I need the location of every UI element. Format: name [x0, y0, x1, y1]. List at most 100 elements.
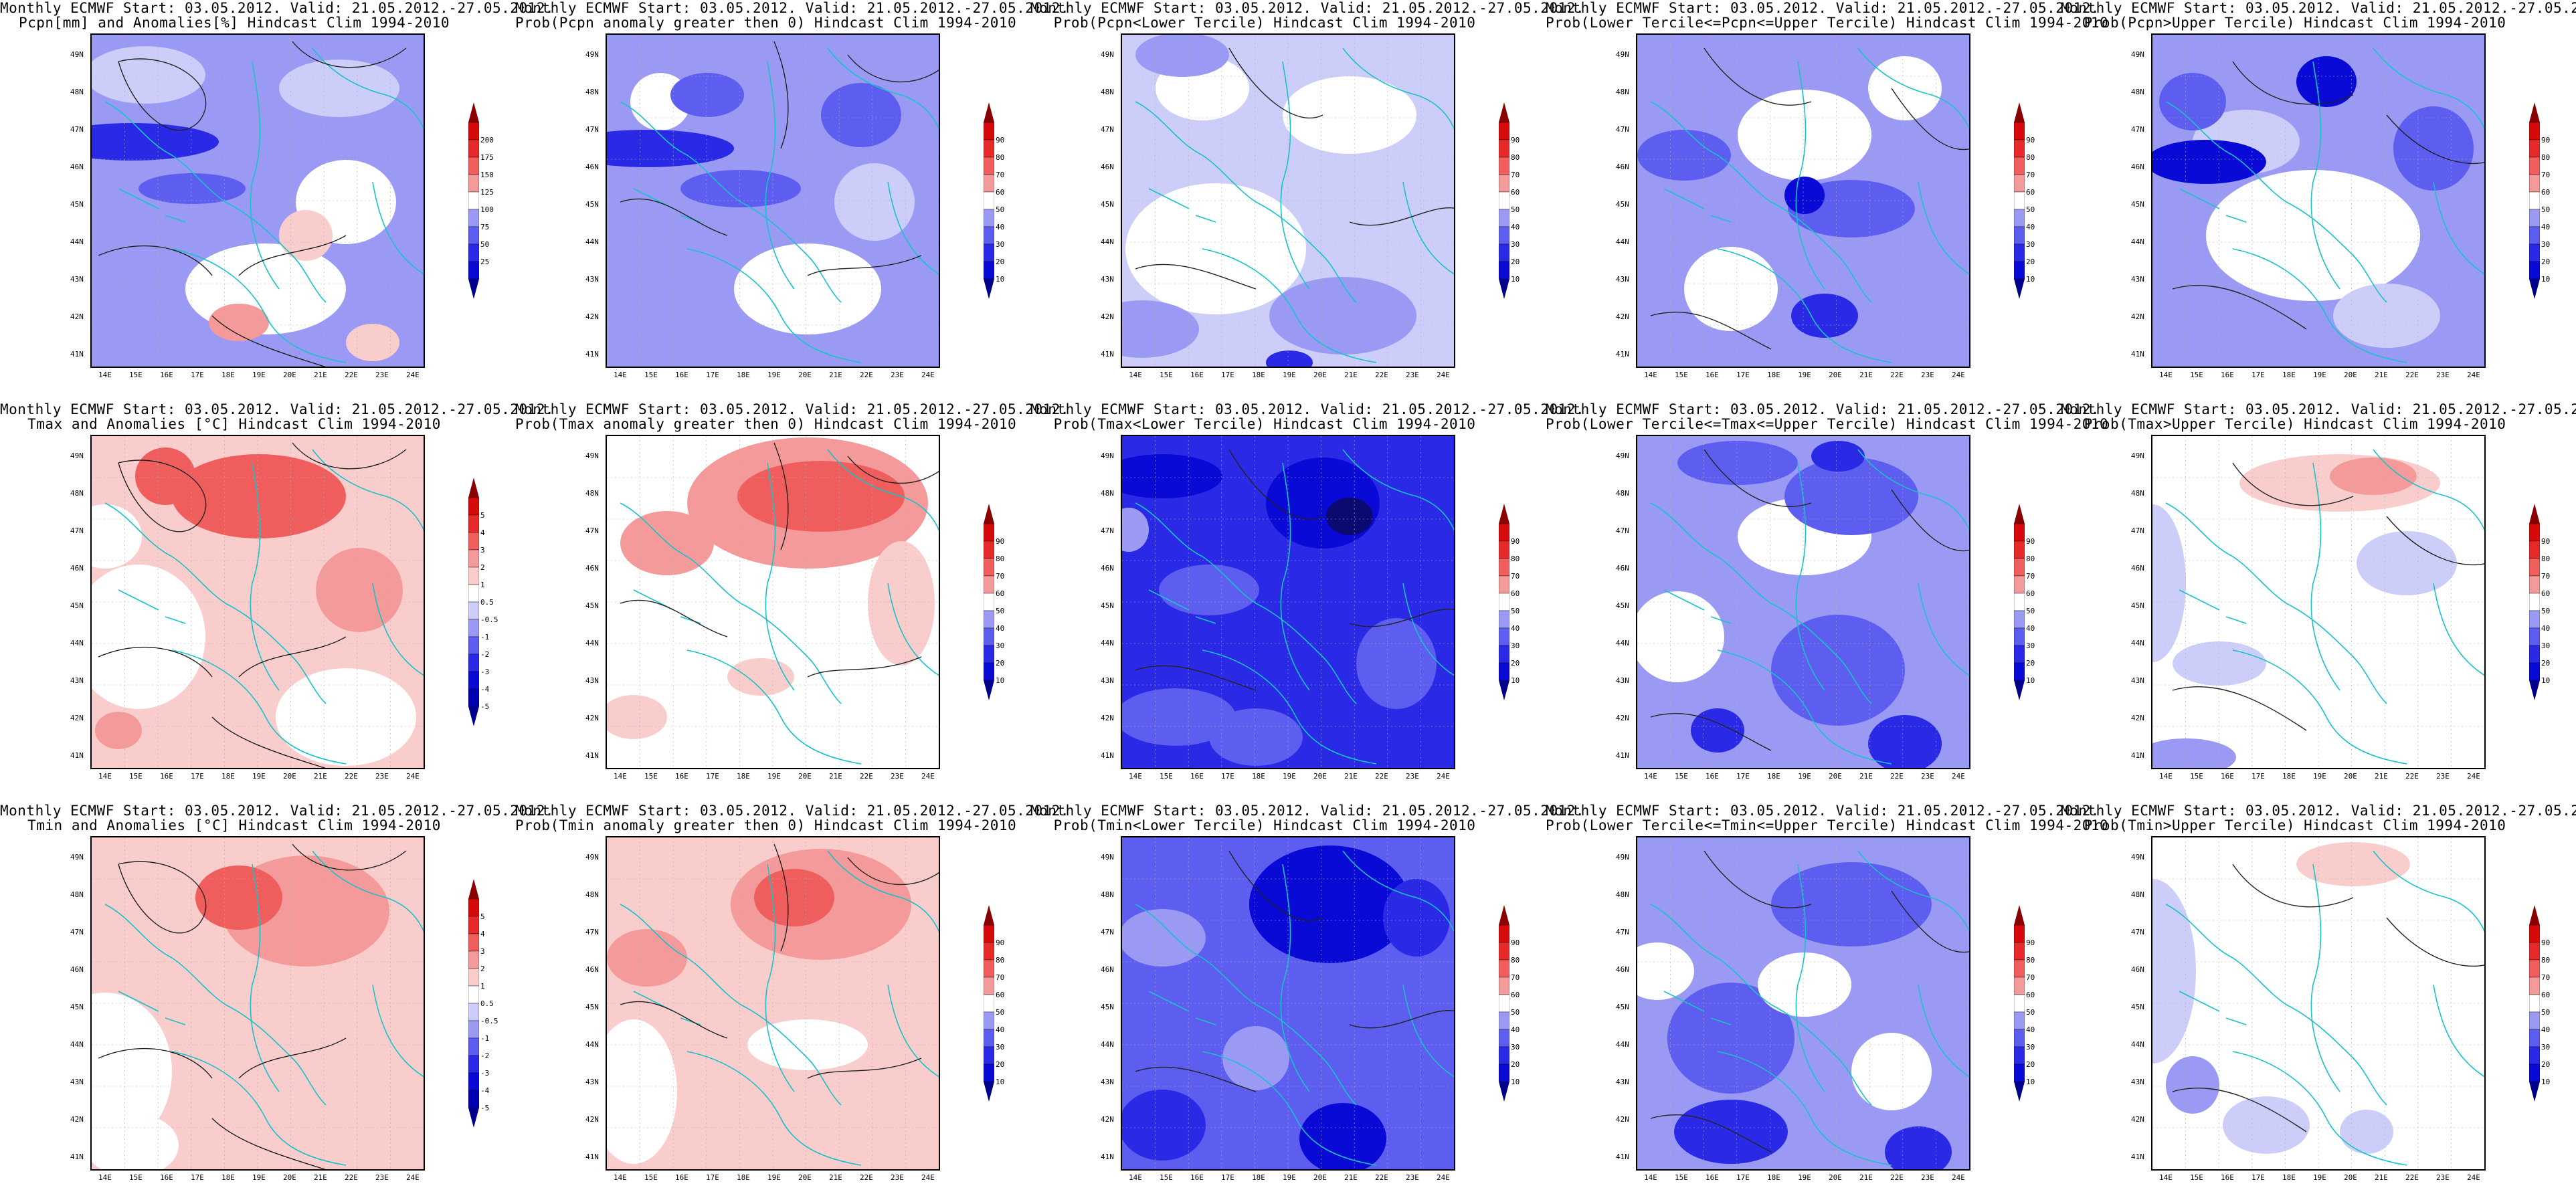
colorbar-segment: [1499, 139, 1509, 158]
colorbar-label: 5: [480, 511, 485, 520]
lon-label: 23E: [1406, 1173, 1419, 1182]
colorbar-segment: [2014, 226, 2025, 245]
colorbar-label: 80: [2026, 555, 2035, 563]
lon-label: 19E: [1798, 371, 1811, 379]
colorbar-label: 50: [2541, 1008, 2551, 1017]
field-region: [1771, 615, 1905, 726]
lon-label: 16E: [675, 1173, 688, 1182]
colorbar-segment: [468, 532, 479, 550]
colorbar-segment: [984, 226, 994, 245]
lat-label: 45N: [1616, 200, 1629, 209]
colorbar-label: 10: [2026, 676, 2035, 685]
colorbar-label: 4: [480, 930, 485, 938]
lon-label: 24E: [2467, 1173, 2480, 1182]
colorbar-segment: [2014, 627, 2025, 646]
colorbar-label: 20: [2541, 659, 2551, 668]
colorbar-label: -1: [480, 633, 490, 641]
lat-label: 42N: [70, 312, 84, 321]
field-region: [279, 210, 333, 261]
colorbar-segment: [468, 1055, 479, 1074]
colorbar-label: 70: [2541, 973, 2551, 982]
colorbar-label: 70: [1511, 973, 1520, 982]
field-region: [1811, 441, 1865, 472]
lat-label: 46N: [70, 163, 84, 171]
colorbar: [2529, 504, 2540, 700]
colorbar-segment: [2014, 575, 2025, 594]
map-panel: Monthly ECMWF Start: 03.05.2012. Valid: …: [1030, 803, 1584, 1204]
colorbar-segment: [2014, 645, 2025, 664]
colorbar-segment: [2529, 662, 2540, 681]
map-field: [1637, 35, 1969, 367]
lon-label: 22E: [860, 1173, 873, 1182]
lat-label: 46N: [1101, 965, 1114, 974]
lon-label: 19E: [767, 1173, 781, 1182]
colorbar-max-arrow: [984, 905, 994, 925]
lat-label: 42N: [1616, 312, 1629, 321]
colorbar-segment: [984, 645, 994, 664]
lon-label: 17E: [191, 772, 204, 781]
lat-label: 49N: [585, 452, 599, 460]
colorbar-label: 200: [480, 136, 494, 144]
colorbar-label: -0.5: [480, 615, 498, 624]
colorbar-segment: [468, 139, 479, 158]
colorbar-segment: [1499, 261, 1509, 280]
lon-label: 18E: [2282, 1173, 2296, 1182]
lon-label: 24E: [1952, 772, 1965, 781]
lon-label: 20E: [1313, 1173, 1327, 1182]
colorbar-segment: [1499, 924, 1509, 943]
colorbar-label: 100: [480, 205, 494, 214]
colorbar-segment: [2014, 523, 2025, 542]
colorbar-label: 50: [996, 1008, 1005, 1017]
lon-label: 20E: [2344, 772, 2357, 781]
colorbar-segment: [1499, 959, 1509, 978]
lon-label: 18E: [1767, 371, 1780, 379]
colorbar-segment: [984, 139, 994, 158]
lat-label: 41N: [2131, 751, 2144, 760]
lat-label: 48N: [1101, 890, 1114, 899]
field-region: [1684, 247, 1778, 331]
colorbar-label: 70: [1511, 171, 1520, 179]
colorbar-label: 80: [996, 153, 1005, 162]
colorbar-segment: [2529, 1046, 2540, 1065]
lon-label: 23E: [1921, 371, 1934, 379]
lat-label: 44N: [585, 639, 599, 647]
colorbar-segment: [2529, 261, 2540, 280]
map-panel: Monthly ECMWF Start: 03.05.2012. Valid: …: [0, 0, 554, 401]
field-region: [2152, 879, 2196, 1064]
colorbar-segment: [1499, 540, 1509, 559]
colorbar-label: 80: [2026, 153, 2035, 162]
colorbar-label: 30: [996, 240, 1005, 249]
colorbar-label: -5: [480, 702, 490, 711]
lon-label: 20E: [798, 1173, 812, 1182]
colorbar-min-arrow: [984, 680, 994, 700]
lon-label: 14E: [614, 371, 627, 379]
map-panel: Monthly ECMWF Start: 03.05.2012. Valid: …: [2061, 401, 2576, 803]
colorbar-segment: [2014, 139, 2025, 158]
lat-label: 42N: [2131, 714, 2144, 722]
lat-label: 42N: [585, 312, 599, 321]
colorbar-segment: [2529, 977, 2540, 995]
lon-label: 16E: [1706, 772, 1719, 781]
lon-label: 16E: [160, 1173, 173, 1182]
field-region: [1691, 708, 1744, 752]
lat-label: 44N: [1101, 639, 1114, 647]
lat-label: 42N: [585, 1115, 599, 1124]
colorbar-segment: [2529, 627, 2540, 646]
lat-label: 44N: [70, 237, 84, 246]
colorbar-label: 10: [2541, 275, 2551, 284]
lon-label: 15E: [644, 772, 658, 781]
lat-label: 48N: [2131, 88, 2144, 96]
colorbar-label: 2: [480, 965, 485, 973]
lon-label: 19E: [1798, 1173, 1811, 1182]
colorbar-label: 40: [1511, 223, 1520, 231]
lat-label: 44N: [1616, 237, 1629, 246]
lat-label: 46N: [1616, 163, 1629, 171]
colorbar-label: 80: [1511, 956, 1520, 965]
lon-label: 16E: [160, 371, 173, 379]
lat-label: 42N: [585, 714, 599, 722]
colorbar-label: 2: [480, 563, 485, 572]
colorbar-segment: [468, 688, 479, 707]
colorbar-label: 40: [1511, 624, 1520, 633]
lat-label: 48N: [70, 88, 84, 96]
field-region: [1122, 454, 1222, 498]
